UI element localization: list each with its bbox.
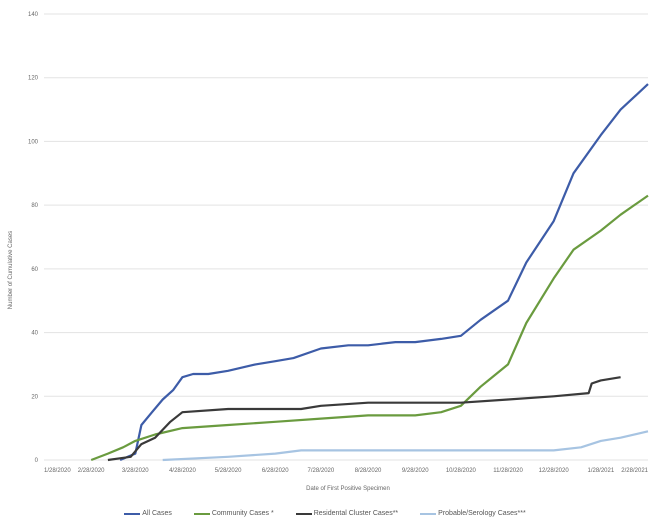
legend-swatch bbox=[193, 512, 210, 515]
legend-item: All Cases bbox=[124, 510, 172, 517]
legend-swatch bbox=[295, 512, 312, 515]
x-tick-label: 10/28/2020 bbox=[446, 468, 477, 474]
y-tick-label: 0 bbox=[35, 458, 39, 464]
x-tick-label: 2/28/2020 bbox=[78, 468, 105, 474]
x-axis-title: Date of First Positive Specimen bbox=[306, 486, 390, 492]
y-tick-label: 100 bbox=[28, 139, 39, 145]
series-lines bbox=[90, 83, 649, 462]
x-tick-labels: 1/28/2020 2/28/2020 3/28/2020 4/28/2020 5/28… bbox=[44, 468, 649, 474]
legend-swatch bbox=[124, 512, 141, 515]
legend-label: Community Cases * bbox=[211, 510, 274, 517]
x-tick-label: 6/28/2020 bbox=[262, 468, 289, 474]
y-tick-label: 120 bbox=[28, 76, 39, 82]
x-tick-label: 4/28/2020 bbox=[169, 468, 196, 474]
legend-item: Probable/Serology Cases*** bbox=[420, 510, 526, 517]
series-line-1 bbox=[90, 194, 649, 462]
y-tick-label: 60 bbox=[31, 267, 38, 273]
x-tick-label: 9/28/2020 bbox=[402, 468, 429, 474]
y-tick-label: 40 bbox=[31, 331, 38, 337]
x-tick-label: 11/28/2020 bbox=[493, 468, 523, 474]
x-tick-label: 1/28/2020 bbox=[44, 468, 71, 474]
series-line-3 bbox=[162, 430, 649, 462]
x-tick-label: 5/28/2020 bbox=[215, 468, 242, 474]
x-tick-label: 12/28/2020 bbox=[539, 468, 570, 474]
x-tick-label: 1/28/2021 bbox=[587, 468, 614, 474]
gridlines bbox=[44, 13, 648, 461]
legend-item: Residental Cluster Cases** bbox=[295, 510, 399, 517]
y-tick-labels: 0 20 40 60 80 100 120 140 bbox=[28, 12, 39, 464]
legend-swatch bbox=[420, 512, 437, 515]
legend: All Cases Community Cases * Residental Clu… bbox=[0, 510, 650, 517]
legend-item: Community Cases * bbox=[193, 510, 274, 517]
y-tick-label: 140 bbox=[28, 12, 39, 18]
x-tick-label: 3/28/2020 bbox=[122, 468, 149, 474]
x-tick-label: 7/28/2020 bbox=[308, 468, 335, 474]
y-axis-title: Number of Cumulative Cases bbox=[8, 231, 14, 309]
legend-label: Residental Cluster Cases** bbox=[313, 510, 399, 517]
legend-label: Probable/Serology Cases*** bbox=[438, 510, 526, 517]
x-tick-label: 2/28/2021 bbox=[621, 468, 648, 474]
legend-label: All Cases bbox=[142, 510, 172, 517]
y-tick-label: 80 bbox=[31, 203, 38, 209]
series-line-2 bbox=[107, 376, 621, 462]
x-tick-label: 8/28/2020 bbox=[355, 468, 382, 474]
y-tick-label: 20 bbox=[31, 394, 38, 400]
series-line-0 bbox=[119, 83, 649, 462]
